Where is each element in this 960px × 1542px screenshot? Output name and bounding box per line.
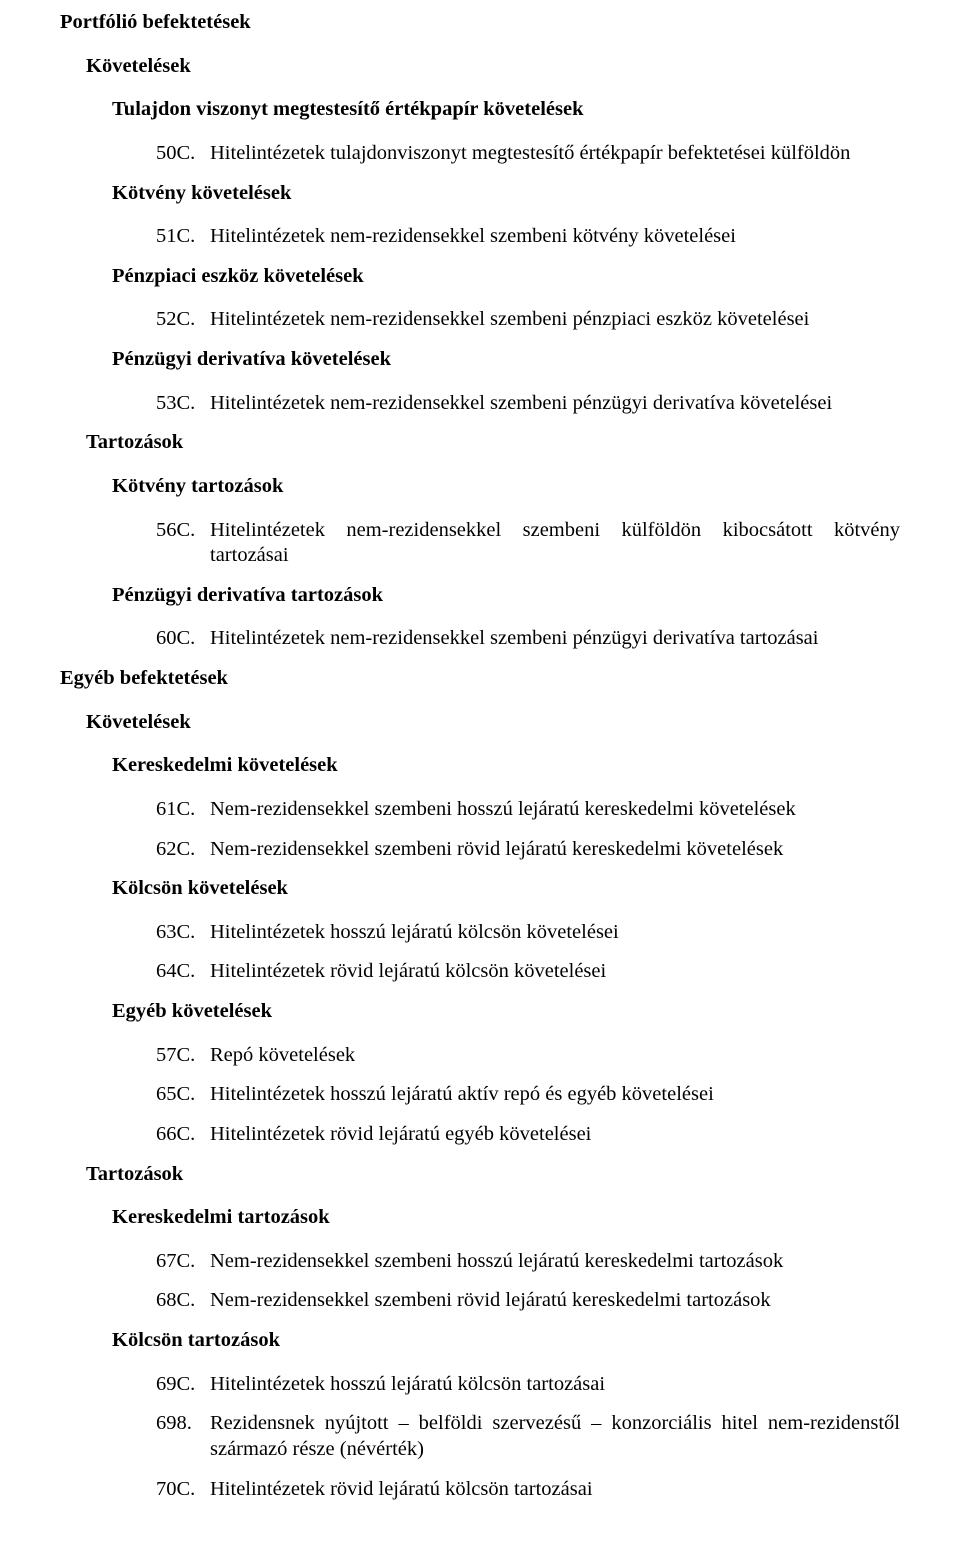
list-item: 70C.Hitelintézetek rövid lejáratú kölcsö… <box>60 1477 900 1503</box>
heading-penzpiaci: Pénzpiaci eszköz követelések <box>60 264 900 290</box>
item-text: Hitelintézetek nem-rezidensekkel szemben… <box>210 392 832 414</box>
item-number: 56C. <box>156 518 210 544</box>
heading-kotveny-kovetelesek: Kötvény követelések <box>60 181 900 207</box>
item-text: Hitelintézetek rövid lejáratú kölcsön ta… <box>210 1478 593 1500</box>
list-item: 65C.Hitelintézetek hosszú lejáratú aktív… <box>60 1082 900 1108</box>
item-text: Hitelintézetek rövid lejáratú kölcsön kö… <box>210 960 606 982</box>
item-text: Hitelintézetek tulajdonviszonyt megteste… <box>210 142 850 164</box>
list-item: 67C.Nem-rezidensekkel szembeni hosszú le… <box>60 1249 900 1275</box>
list-item: 68C.Nem-rezidensekkel szembeni rövid lej… <box>60 1288 900 1314</box>
heading-penzugyi-derivativa-tart: Pénzügyi derivatíva tartozások <box>60 583 900 609</box>
item-text: Repó követelések <box>210 1044 355 1066</box>
list-item: 53C.Hitelintézetek nem-rezidensekkel sze… <box>60 391 900 417</box>
heading-kereskedelmi-tart: Kereskedelmi tartozások <box>60 1205 900 1231</box>
item-number: 67C. <box>156 1249 210 1275</box>
list-item: 61C.Nem-rezidensekkel szembeni hosszú le… <box>60 797 900 823</box>
item-number: 698. <box>156 1411 210 1437</box>
item-text: Hitelintézetek hosszú lejáratú kölcsön t… <box>210 1373 605 1395</box>
section-egyeb-title: Egyéb befektetések <box>60 666 900 692</box>
item-text: Hitelintézetek rövid lejáratú egyéb köve… <box>210 1123 591 1145</box>
item-text: Nem-rezidensekkel szembeni hosszú lejára… <box>210 1250 783 1272</box>
item-number: 64C. <box>156 959 210 985</box>
heading-egyeb-kov: Egyéb követelések <box>60 999 900 1025</box>
item-text: Nem-rezidensekkel szembeni rövid lejárat… <box>210 1289 771 1311</box>
list-item: 57C.Repó követelések <box>60 1043 900 1069</box>
item-text: Nem-rezidensekkel szembeni rövid lejárat… <box>210 838 783 860</box>
list-item: 64C.Hitelintézetek rövid lejáratú kölcsö… <box>60 959 900 985</box>
item-number: 66C. <box>156 1122 210 1148</box>
list-item: 66C.Hitelintézetek rövid lejáratú egyéb … <box>60 1122 900 1148</box>
heading-tulajdon-viszony: Tulajdon viszonyt megtestesítő értékpapí… <box>60 97 900 123</box>
item-number: 63C. <box>156 920 210 946</box>
item-text: Hitelintézetek nem-rezidensekkel szemben… <box>210 308 809 330</box>
heading-egyeb-tartozasok: Tartozások <box>60 1162 900 1188</box>
list-item: 56C.Hitelintézetek nem-rezidensekkel sze… <box>60 518 900 569</box>
item-text: Nem-rezidensekkel szembeni hosszú lejára… <box>210 798 796 820</box>
list-item: 62C.Nem-rezidensekkel szembeni rövid lej… <box>60 837 900 863</box>
list-item: 50C.Hitelintézetek tulajdonviszonyt megt… <box>60 141 900 167</box>
item-number: 60C. <box>156 626 210 652</box>
item-number: 65C. <box>156 1082 210 1108</box>
item-number: 50C. <box>156 141 210 167</box>
item-text: Hitelintézetek hosszú lejáratú kölcsön k… <box>210 921 619 943</box>
item-number: 62C. <box>156 837 210 863</box>
list-item: 69C.Hitelintézetek hosszú lejáratú kölcs… <box>60 1372 900 1398</box>
list-item: 698.Rezidensnek nyújtott – belföldi szer… <box>60 1411 900 1462</box>
item-text: Hitelintézetek nem-rezidensekkel szemben… <box>210 627 818 649</box>
item-number: 61C. <box>156 797 210 823</box>
item-number: 51C. <box>156 224 210 250</box>
item-number: 53C. <box>156 391 210 417</box>
heading-kovetelesek: Követelések <box>60 54 900 80</box>
list-item: 60C.Hitelintézetek nem-rezidensekkel sze… <box>60 626 900 652</box>
item-number: 70C. <box>156 1477 210 1503</box>
heading-kolcson-tart: Kölcsön tartozások <box>60 1328 900 1354</box>
heading-kotveny-tartozasok: Kötvény tartozások <box>60 474 900 500</box>
list-item: 52C.Hitelintézetek nem-rezidensekkel sze… <box>60 307 900 333</box>
item-text: Hitelintézetek nem-rezidensekkel szemben… <box>210 225 736 247</box>
item-number: 68C. <box>156 1288 210 1314</box>
item-text: Hitelintézetek nem-rezidensekkel szemben… <box>210 519 900 567</box>
item-number: 52C. <box>156 307 210 333</box>
item-number: 57C. <box>156 1043 210 1069</box>
item-number: 69C. <box>156 1372 210 1398</box>
section-portfolio-title: Portfólió befektetések <box>60 10 900 36</box>
heading-tartozasok: Tartozások <box>60 430 900 456</box>
heading-egyeb-kovetelesek: Követelések <box>60 710 900 736</box>
heading-kereskedelmi-kov: Kereskedelmi követelések <box>60 753 900 779</box>
item-text: Hitelintézetek hosszú lejáratú aktív rep… <box>210 1083 714 1105</box>
heading-penzugyi-derivativa-kov: Pénzügyi derivatíva követelések <box>60 347 900 373</box>
list-item: 51C.Hitelintézetek nem-rezidensekkel sze… <box>60 224 900 250</box>
item-text: Rezidensnek nyújtott – belföldi szervezé… <box>210 1412 900 1460</box>
list-item: 63C.Hitelintézetek hosszú lejáratú kölcs… <box>60 920 900 946</box>
heading-kolcson-kov: Kölcsön követelések <box>60 876 900 902</box>
